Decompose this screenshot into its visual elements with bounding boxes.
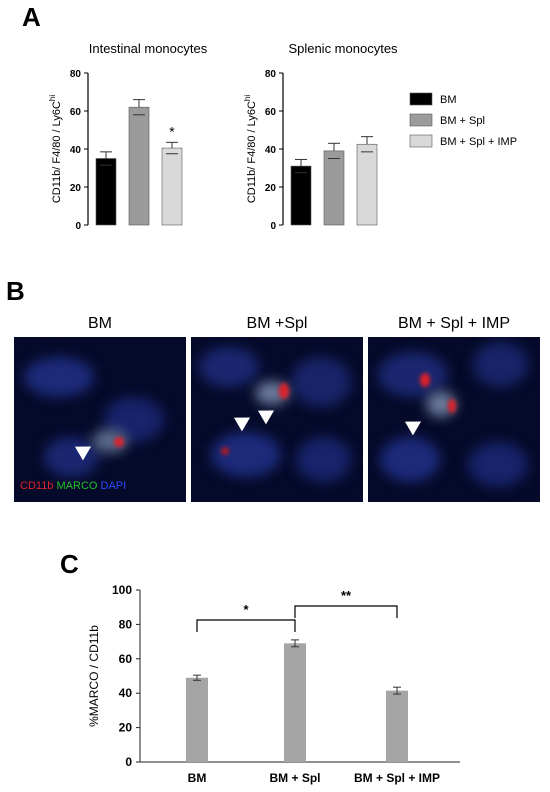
c-significance-bracket xyxy=(196,619,296,632)
intestinal-y-tick-label: 60 xyxy=(70,107,82,118)
intestinal-y-label: CD11b/ F4/80 / Ly6Chi xyxy=(48,95,63,204)
c-y-tick-label: 20 xyxy=(119,721,133,735)
intestinal-y-tick-label: 80 xyxy=(70,69,82,80)
intestinal-title: Intestinal monocytes xyxy=(89,41,208,56)
micrograph-bm-spl-imp xyxy=(368,337,540,502)
c-y-tick-label: 0 xyxy=(125,755,132,769)
c-x-tick-label: BM + Spl + IMP xyxy=(354,771,440,785)
stain-label-cd11b: CD11b xyxy=(20,480,54,492)
c-y-tick-label: 100 xyxy=(112,583,132,597)
c-x-tick-label: BM xyxy=(188,771,207,785)
c-bar xyxy=(284,643,306,762)
micrograph-title-bm-spl-imp: BM + Spl + IMP xyxy=(397,315,511,332)
c-bar xyxy=(186,677,208,762)
legend-label: BM + Spl + IMP xyxy=(440,136,517,148)
c-y-label: %MARCO / CD11b xyxy=(87,625,101,727)
c-bar xyxy=(386,690,408,762)
intestinal-significance-mark: * xyxy=(169,123,175,139)
micrograph-title-bm-spl: BM +Spl xyxy=(246,315,308,332)
c-x-tick-label: BM + Spl xyxy=(269,771,320,785)
panel-label-a: A xyxy=(22,2,41,32)
c-y-tick-label: 60 xyxy=(119,652,133,666)
c-significance-label: ** xyxy=(341,588,352,603)
legend-label: BM xyxy=(440,94,457,106)
intestinal-y-tick-label: 20 xyxy=(70,183,82,194)
splenic-y-tick-label: 20 xyxy=(265,183,277,194)
splenic-y-tick-label: 0 xyxy=(270,221,276,232)
c-y-tick-label: 40 xyxy=(119,686,133,700)
panel-label-b: B xyxy=(6,276,25,306)
micrograph-bm-spl xyxy=(191,337,363,502)
c-significance-bracket xyxy=(294,605,398,618)
splenic-y-tick-label: 60 xyxy=(265,107,277,118)
micrograph-title-bm: BM xyxy=(88,315,112,332)
intestinal-y-tick-label: 0 xyxy=(75,221,81,232)
legend-swatch xyxy=(409,134,433,148)
splenic-y-tick-label: 80 xyxy=(265,69,277,80)
legend-swatch xyxy=(409,92,433,106)
stain-label-dapi: DAPI xyxy=(100,480,127,492)
c-y-tick-label: 80 xyxy=(119,617,133,631)
c-significance-label: * xyxy=(243,602,249,617)
splenic-y-tick-label: 40 xyxy=(265,145,277,156)
legend-label: BM + Spl xyxy=(440,115,485,127)
stain-label-marco: MARCO xyxy=(56,480,98,492)
splenic-title: Splenic monocytes xyxy=(288,41,398,56)
micrograph-bm: CD11b MARCO DAPI xyxy=(14,337,186,502)
splenic-y-label: CD11b/ F4/80 / Ly6Chi xyxy=(243,95,258,204)
intestinal-y-tick-label: 40 xyxy=(70,145,82,156)
legend-swatch xyxy=(409,113,433,127)
panel-label-c: C xyxy=(60,549,79,579)
